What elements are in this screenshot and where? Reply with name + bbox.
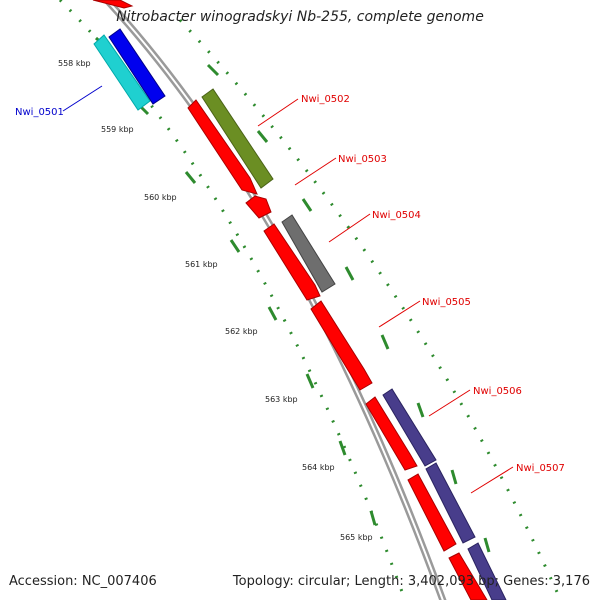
gene-top-red[interactable] — [92, 0, 134, 9]
gene-label-nwi-0507[interactable]: Nwi_0507 — [516, 463, 565, 474]
gene-label-nwi-0506[interactable]: Nwi_0506 — [473, 386, 522, 397]
scale-label: 563 kbp — [265, 395, 298, 404]
gene-label-nwi-0504[interactable]: Nwi_0504 — [372, 210, 421, 221]
leader-nwi-0501 — [62, 85, 103, 112]
gene-red-a[interactable] — [187, 99, 258, 195]
scale-label: 561 kbp — [185, 260, 218, 269]
outer-major-ticks — [206, 63, 491, 553]
gene-nwi-0506-purple[interactable] — [382, 388, 437, 467]
gene-label-nwi-0501[interactable]: Nwi_0501 — [15, 107, 64, 118]
leader-nwi-0505 — [378, 300, 421, 328]
gene-red-e[interactable] — [365, 396, 418, 471]
gene-bottom-red[interactable] — [448, 552, 488, 600]
gene-red-d[interactable] — [310, 300, 373, 391]
scale-label: 562 kbp — [225, 327, 258, 336]
scale-label: 559 kbp — [101, 125, 134, 134]
leader-nwi-0502 — [257, 98, 299, 127]
genome-title: Nitrobacter winogradskyi Nb-255, complet… — [116, 9, 484, 25]
gene-red-c[interactable] — [263, 223, 321, 301]
gene-label-nwi-0505[interactable]: Nwi_0505 — [422, 297, 471, 308]
scale-label: 564 kbp — [302, 463, 335, 472]
gene-nwi-0501-blue[interactable] — [108, 28, 166, 105]
gene-bottom-purple[interactable] — [467, 542, 507, 600]
gene-red-b[interactable] — [245, 195, 272, 219]
gene-label-nwi-0502[interactable]: Nwi_0502 — [301, 94, 350, 105]
leader-nwi-0504 — [328, 213, 371, 243]
leader-nwi-0506 — [428, 389, 471, 417]
gene-red-f[interactable] — [407, 473, 457, 552]
scale-label: 560 kbp — [144, 193, 177, 202]
scale-label: 565 kbp — [340, 533, 373, 542]
gene-nwi-0501-cyan[interactable] — [93, 34, 151, 111]
accession-text: Accession: NC_007406 — [9, 574, 157, 589]
inner-tick-row — [58, 0, 407, 600]
gene-nwi-0507-purple[interactable] — [425, 462, 476, 544]
genome-summary-text: Topology: circular; Length: 3,402,093 bp… — [232, 574, 590, 589]
leader-nwi-0503 — [294, 157, 337, 186]
leader-nwi-0507 — [470, 466, 514, 494]
gene-label-nwi-0503[interactable]: Nwi_0503 — [338, 154, 387, 165]
gene-nwi-0502-olive[interactable] — [201, 88, 274, 189]
scale-label: 558 kbp — [58, 59, 91, 68]
gene-nwi-0504-gray[interactable] — [281, 214, 336, 293]
